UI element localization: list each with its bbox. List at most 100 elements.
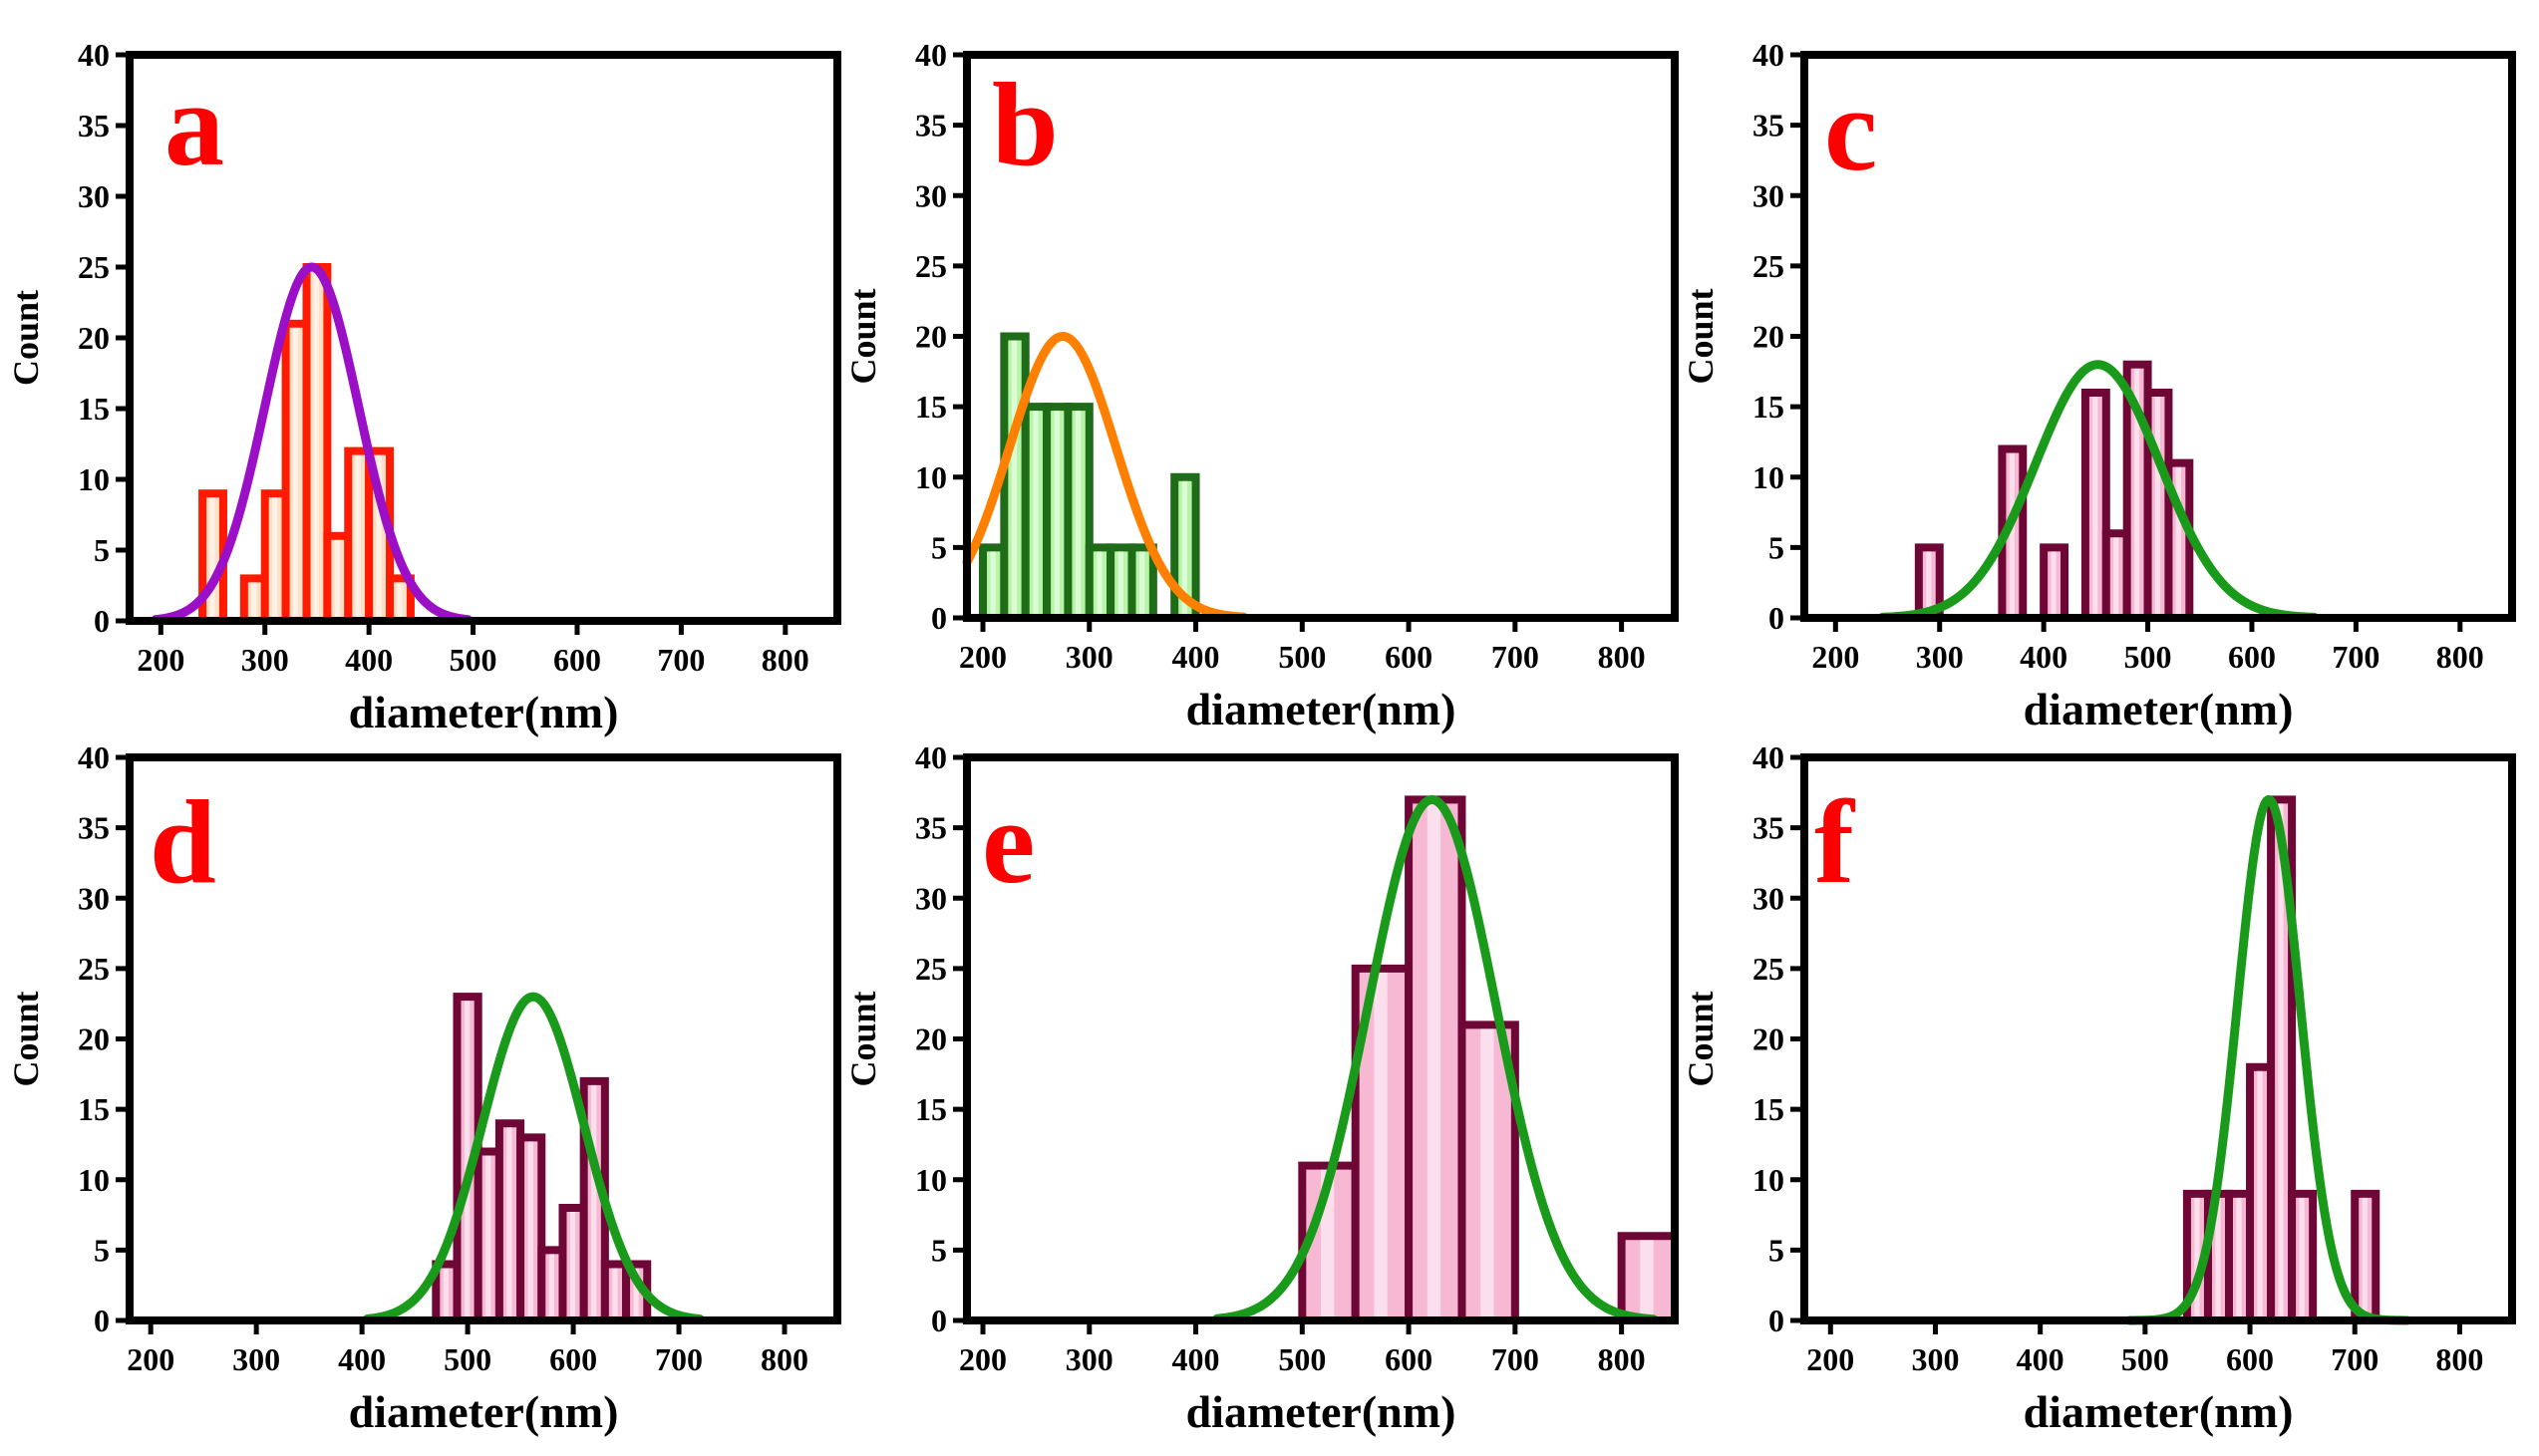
x-tick-label: 300 xyxy=(232,1341,280,1377)
bar-highlight xyxy=(1181,480,1188,614)
y-tick-label: 20 xyxy=(78,1021,110,1057)
bar-highlight xyxy=(355,454,361,617)
x-tick-label: 600 xyxy=(2226,1341,2274,1377)
bar-highlight xyxy=(2236,1197,2242,1316)
y-tick-label: 5 xyxy=(94,1232,110,1268)
y-axis-title: Count xyxy=(1681,288,1721,384)
y-tick-label: 5 xyxy=(1768,1232,1784,1268)
x-tick-label: 800 xyxy=(1598,639,1646,675)
bar-highlight xyxy=(2257,1070,2263,1316)
y-tick-label: 40 xyxy=(78,37,110,73)
x-tick-label: 300 xyxy=(1066,639,1113,675)
y-tick-label: 15 xyxy=(1752,1091,1784,1127)
x-tick-label: 700 xyxy=(1491,639,1539,675)
panel-letter: e xyxy=(982,775,1035,908)
y-tick-label: 0 xyxy=(931,600,947,636)
bar-highlight xyxy=(2362,1197,2368,1316)
bar-highlight xyxy=(313,271,320,617)
x-tick-label: 700 xyxy=(1491,1341,1539,1377)
y-tick-label: 20 xyxy=(78,320,110,356)
fit-curve xyxy=(2124,794,2412,1325)
x-tick-label: 300 xyxy=(1911,1341,1959,1377)
bar-highlight xyxy=(2133,368,2140,614)
y-tick-label: 35 xyxy=(78,108,110,144)
y-tick-label: 15 xyxy=(78,391,110,427)
y-tick-label: 15 xyxy=(78,1091,110,1127)
y-tick-label: 35 xyxy=(1752,810,1784,846)
y-tick-label: 40 xyxy=(915,37,947,73)
y-tick-label: 40 xyxy=(1752,739,1784,775)
x-tick-label: 700 xyxy=(655,1341,703,1377)
y-axis-title: Count xyxy=(843,991,883,1086)
y-tick-label: 10 xyxy=(915,1162,947,1198)
x-tick-label: 700 xyxy=(657,642,705,678)
y-tick-label: 40 xyxy=(78,739,110,775)
x-tick-label: 600 xyxy=(1385,639,1432,675)
y-tick-label: 10 xyxy=(1752,1162,1784,1198)
panel-b: 200 300 400 500 600 700 800 0 5 10 15 20 25 30 35 40 dia… xyxy=(843,37,1679,734)
x-tick-label: 300 xyxy=(1066,1341,1113,1377)
y-tick-label: 40 xyxy=(915,739,947,775)
x-axis-title: diameter(nm) xyxy=(349,687,619,737)
y-axis-title: Count xyxy=(843,288,883,384)
bar-highlight xyxy=(506,1127,512,1316)
x-tick-label: 200 xyxy=(127,1341,174,1377)
x-tick-label: 200 xyxy=(137,642,184,678)
panel-letter: f xyxy=(1814,775,1856,908)
bar-highlight xyxy=(2009,452,2015,614)
bar-highlight xyxy=(1374,972,1388,1316)
x-axis-title: diameter(nm) xyxy=(2024,1386,2294,1437)
x-tick-label: 400 xyxy=(2017,1341,2064,1377)
x-tick-label: 800 xyxy=(1598,1341,1646,1377)
x-tick-label: 400 xyxy=(2020,639,2067,675)
panel-letter: d xyxy=(150,775,216,908)
y-tick-label: 25 xyxy=(78,249,110,285)
panel-letter: c xyxy=(1824,63,1877,195)
x-tick-label: 500 xyxy=(450,642,497,678)
y-tick-label: 25 xyxy=(915,248,947,284)
x-tick-label: 600 xyxy=(1385,1341,1432,1377)
bar-highlight xyxy=(1427,803,1441,1316)
bar-highlight xyxy=(2299,1197,2305,1316)
x-tick-label: 600 xyxy=(2228,639,2276,675)
y-tick-label: 30 xyxy=(78,178,110,214)
bar-highlight xyxy=(591,1084,597,1316)
bar-highlight xyxy=(612,1268,618,1316)
bar-highlight xyxy=(2092,397,2098,614)
x-tick-label: 500 xyxy=(2124,639,2172,675)
bar-highlight xyxy=(464,1001,471,1316)
y-tick-label: 20 xyxy=(1752,319,1784,355)
bar-highlight xyxy=(548,1254,554,1316)
y-tick-label: 5 xyxy=(94,532,110,568)
x-tick-label: 200 xyxy=(959,639,1007,675)
y-tick-label: 40 xyxy=(1752,37,1784,73)
x-tick-label: 500 xyxy=(444,1341,491,1377)
y-tick-label: 30 xyxy=(1752,177,1784,213)
bar-highlight xyxy=(209,497,215,617)
bar-highlight xyxy=(1054,411,1060,614)
bar-highlight xyxy=(1480,1028,1494,1316)
y-tick-label: 20 xyxy=(1752,1021,1784,1057)
x-tick-label: 400 xyxy=(345,642,393,678)
y-axis-title: Count xyxy=(1681,991,1721,1086)
y-tick-label: 35 xyxy=(915,810,947,846)
x-tick-label: 700 xyxy=(2331,1341,2379,1377)
x-tick-label: 200 xyxy=(1806,1341,1854,1377)
y-tick-label: 0 xyxy=(94,603,110,639)
bar-highlight xyxy=(292,327,299,617)
y-tick-label: 30 xyxy=(78,880,110,916)
x-tick-label: 600 xyxy=(549,1341,597,1377)
y-axis-title: Count xyxy=(6,290,46,386)
bar-highlight xyxy=(1033,411,1039,614)
bar-highlight xyxy=(1011,340,1018,614)
x-tick-label: 800 xyxy=(762,642,809,678)
x-axis-title: diameter(nm) xyxy=(1186,1386,1456,1437)
y-tick-label: 0 xyxy=(1768,1303,1784,1338)
bar-highlight xyxy=(1075,411,1082,614)
panel-c: 200 300 400 500 600 700 800 0 5 10 15 20 25 30 35 40 dia… xyxy=(1681,37,2516,734)
y-tick-label: 5 xyxy=(931,529,947,565)
y-tick-label: 35 xyxy=(78,810,110,846)
x-tick-label: 200 xyxy=(959,1341,1007,1377)
y-tick-label: 25 xyxy=(1752,248,1784,284)
